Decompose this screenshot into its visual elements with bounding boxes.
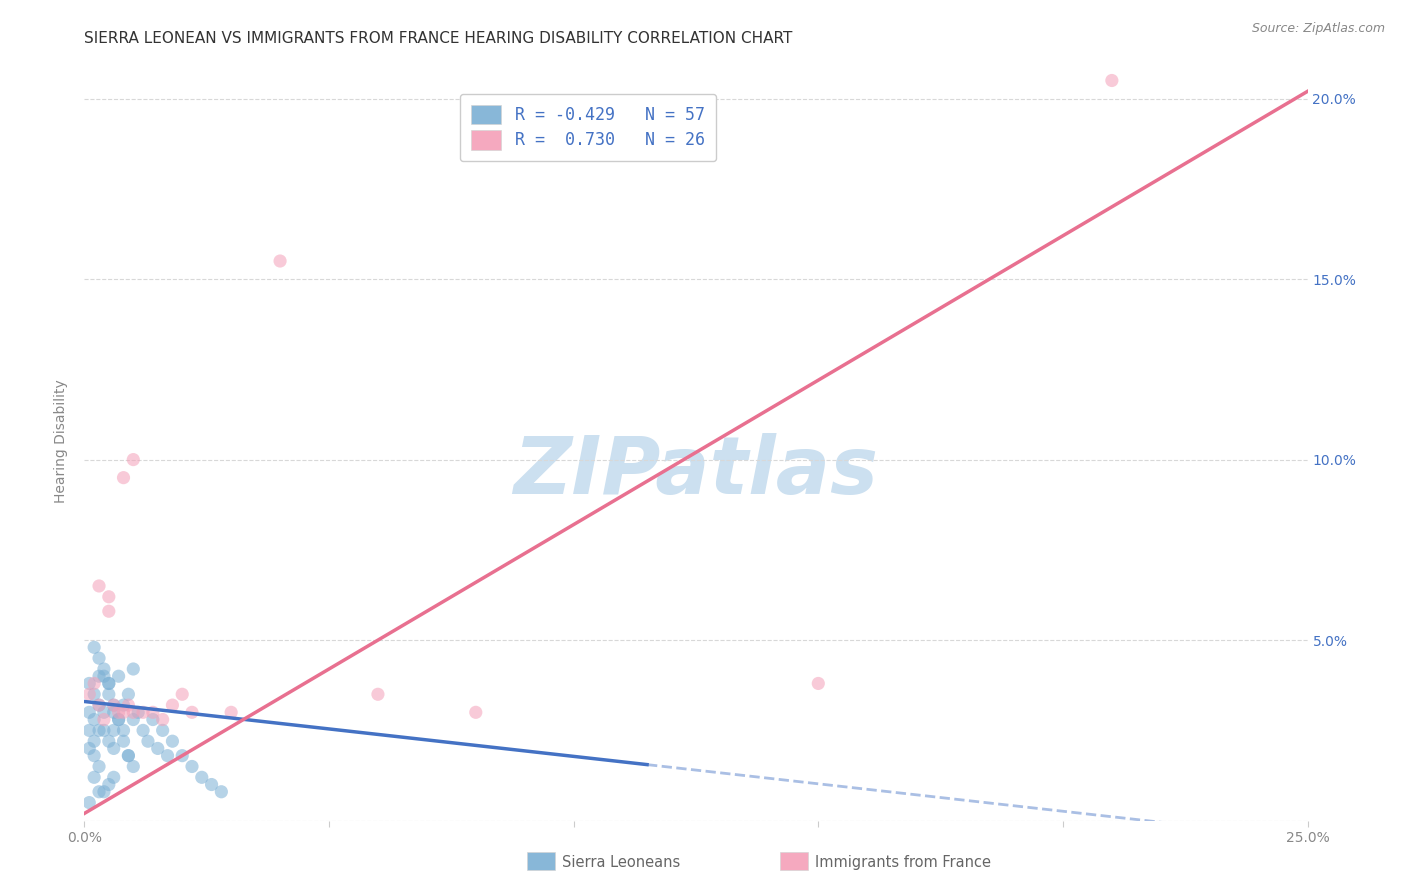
Point	[464, 706, 486, 720]
Point	[93, 662, 115, 676]
Point	[112, 706, 135, 720]
Point	[93, 669, 115, 683]
Point	[77, 676, 100, 690]
Point	[107, 669, 129, 683]
Point	[172, 748, 194, 763]
Point	[122, 713, 145, 727]
Point	[87, 759, 110, 773]
Point	[77, 706, 100, 720]
Point	[87, 698, 110, 712]
Text: Source: ZipAtlas.com: Source: ZipAtlas.com	[1251, 22, 1385, 36]
Point	[77, 723, 100, 738]
Point	[181, 706, 204, 720]
Point	[107, 706, 129, 720]
Point	[83, 734, 105, 748]
Point	[132, 723, 155, 738]
Point	[172, 687, 194, 701]
Point	[152, 713, 174, 727]
Point	[122, 662, 145, 676]
Point	[87, 579, 110, 593]
Point	[97, 778, 120, 792]
Y-axis label: Hearing Disability: Hearing Disability	[55, 380, 69, 503]
Point	[191, 770, 214, 784]
Point	[117, 748, 139, 763]
Point	[152, 723, 174, 738]
Point	[122, 759, 145, 773]
Point	[103, 741, 125, 756]
Point	[122, 706, 145, 720]
Point	[142, 713, 165, 727]
Point	[83, 713, 105, 727]
Point	[1101, 73, 1123, 87]
Point	[83, 676, 105, 690]
Point	[122, 452, 145, 467]
Point	[112, 698, 135, 712]
Point	[87, 651, 110, 665]
Point	[83, 770, 105, 784]
Point	[83, 687, 105, 701]
Point	[93, 706, 115, 720]
Point	[142, 706, 165, 720]
Point	[107, 713, 129, 727]
Point	[103, 770, 125, 784]
Point	[136, 734, 159, 748]
Text: ZIPatlas: ZIPatlas	[513, 433, 879, 511]
Point	[132, 706, 155, 720]
Point	[87, 698, 110, 712]
Point	[219, 706, 242, 720]
Point	[83, 640, 105, 655]
Legend: R = -0.429   N = 57, R =  0.730   N = 26: R = -0.429 N = 57, R = 0.730 N = 26	[460, 94, 716, 161]
Point	[97, 734, 120, 748]
Point	[87, 723, 110, 738]
Text: Immigrants from France: Immigrants from France	[815, 855, 991, 870]
Point	[83, 748, 105, 763]
Text: SIERRA LEONEAN VS IMMIGRANTS FROM FRANCE HEARING DISABILITY CORRELATION CHART: SIERRA LEONEAN VS IMMIGRANTS FROM FRANCE…	[84, 31, 793, 46]
Point	[97, 604, 120, 618]
Point	[87, 669, 110, 683]
Point	[77, 796, 100, 810]
Point	[93, 785, 115, 799]
Point	[117, 687, 139, 701]
Point	[156, 748, 179, 763]
Point	[112, 470, 135, 484]
Point	[112, 723, 135, 738]
Point	[209, 785, 232, 799]
Point	[269, 254, 291, 268]
Point	[97, 676, 120, 690]
Text: Sierra Leoneans: Sierra Leoneans	[562, 855, 681, 870]
Point	[93, 713, 115, 727]
Point	[77, 687, 100, 701]
Point	[162, 698, 184, 712]
Point	[97, 676, 120, 690]
Point	[87, 785, 110, 799]
Point	[127, 706, 149, 720]
Point	[107, 713, 129, 727]
Point	[146, 741, 169, 756]
Point	[97, 687, 120, 701]
Point	[162, 734, 184, 748]
Point	[97, 590, 120, 604]
Point	[117, 748, 139, 763]
Point	[103, 698, 125, 712]
Point	[93, 723, 115, 738]
Point	[367, 687, 389, 701]
Point	[77, 741, 100, 756]
Point	[103, 698, 125, 712]
Point	[103, 706, 125, 720]
Point	[807, 676, 830, 690]
Point	[117, 698, 139, 712]
Point	[103, 723, 125, 738]
Point	[112, 734, 135, 748]
Point	[181, 759, 204, 773]
Point	[200, 778, 222, 792]
